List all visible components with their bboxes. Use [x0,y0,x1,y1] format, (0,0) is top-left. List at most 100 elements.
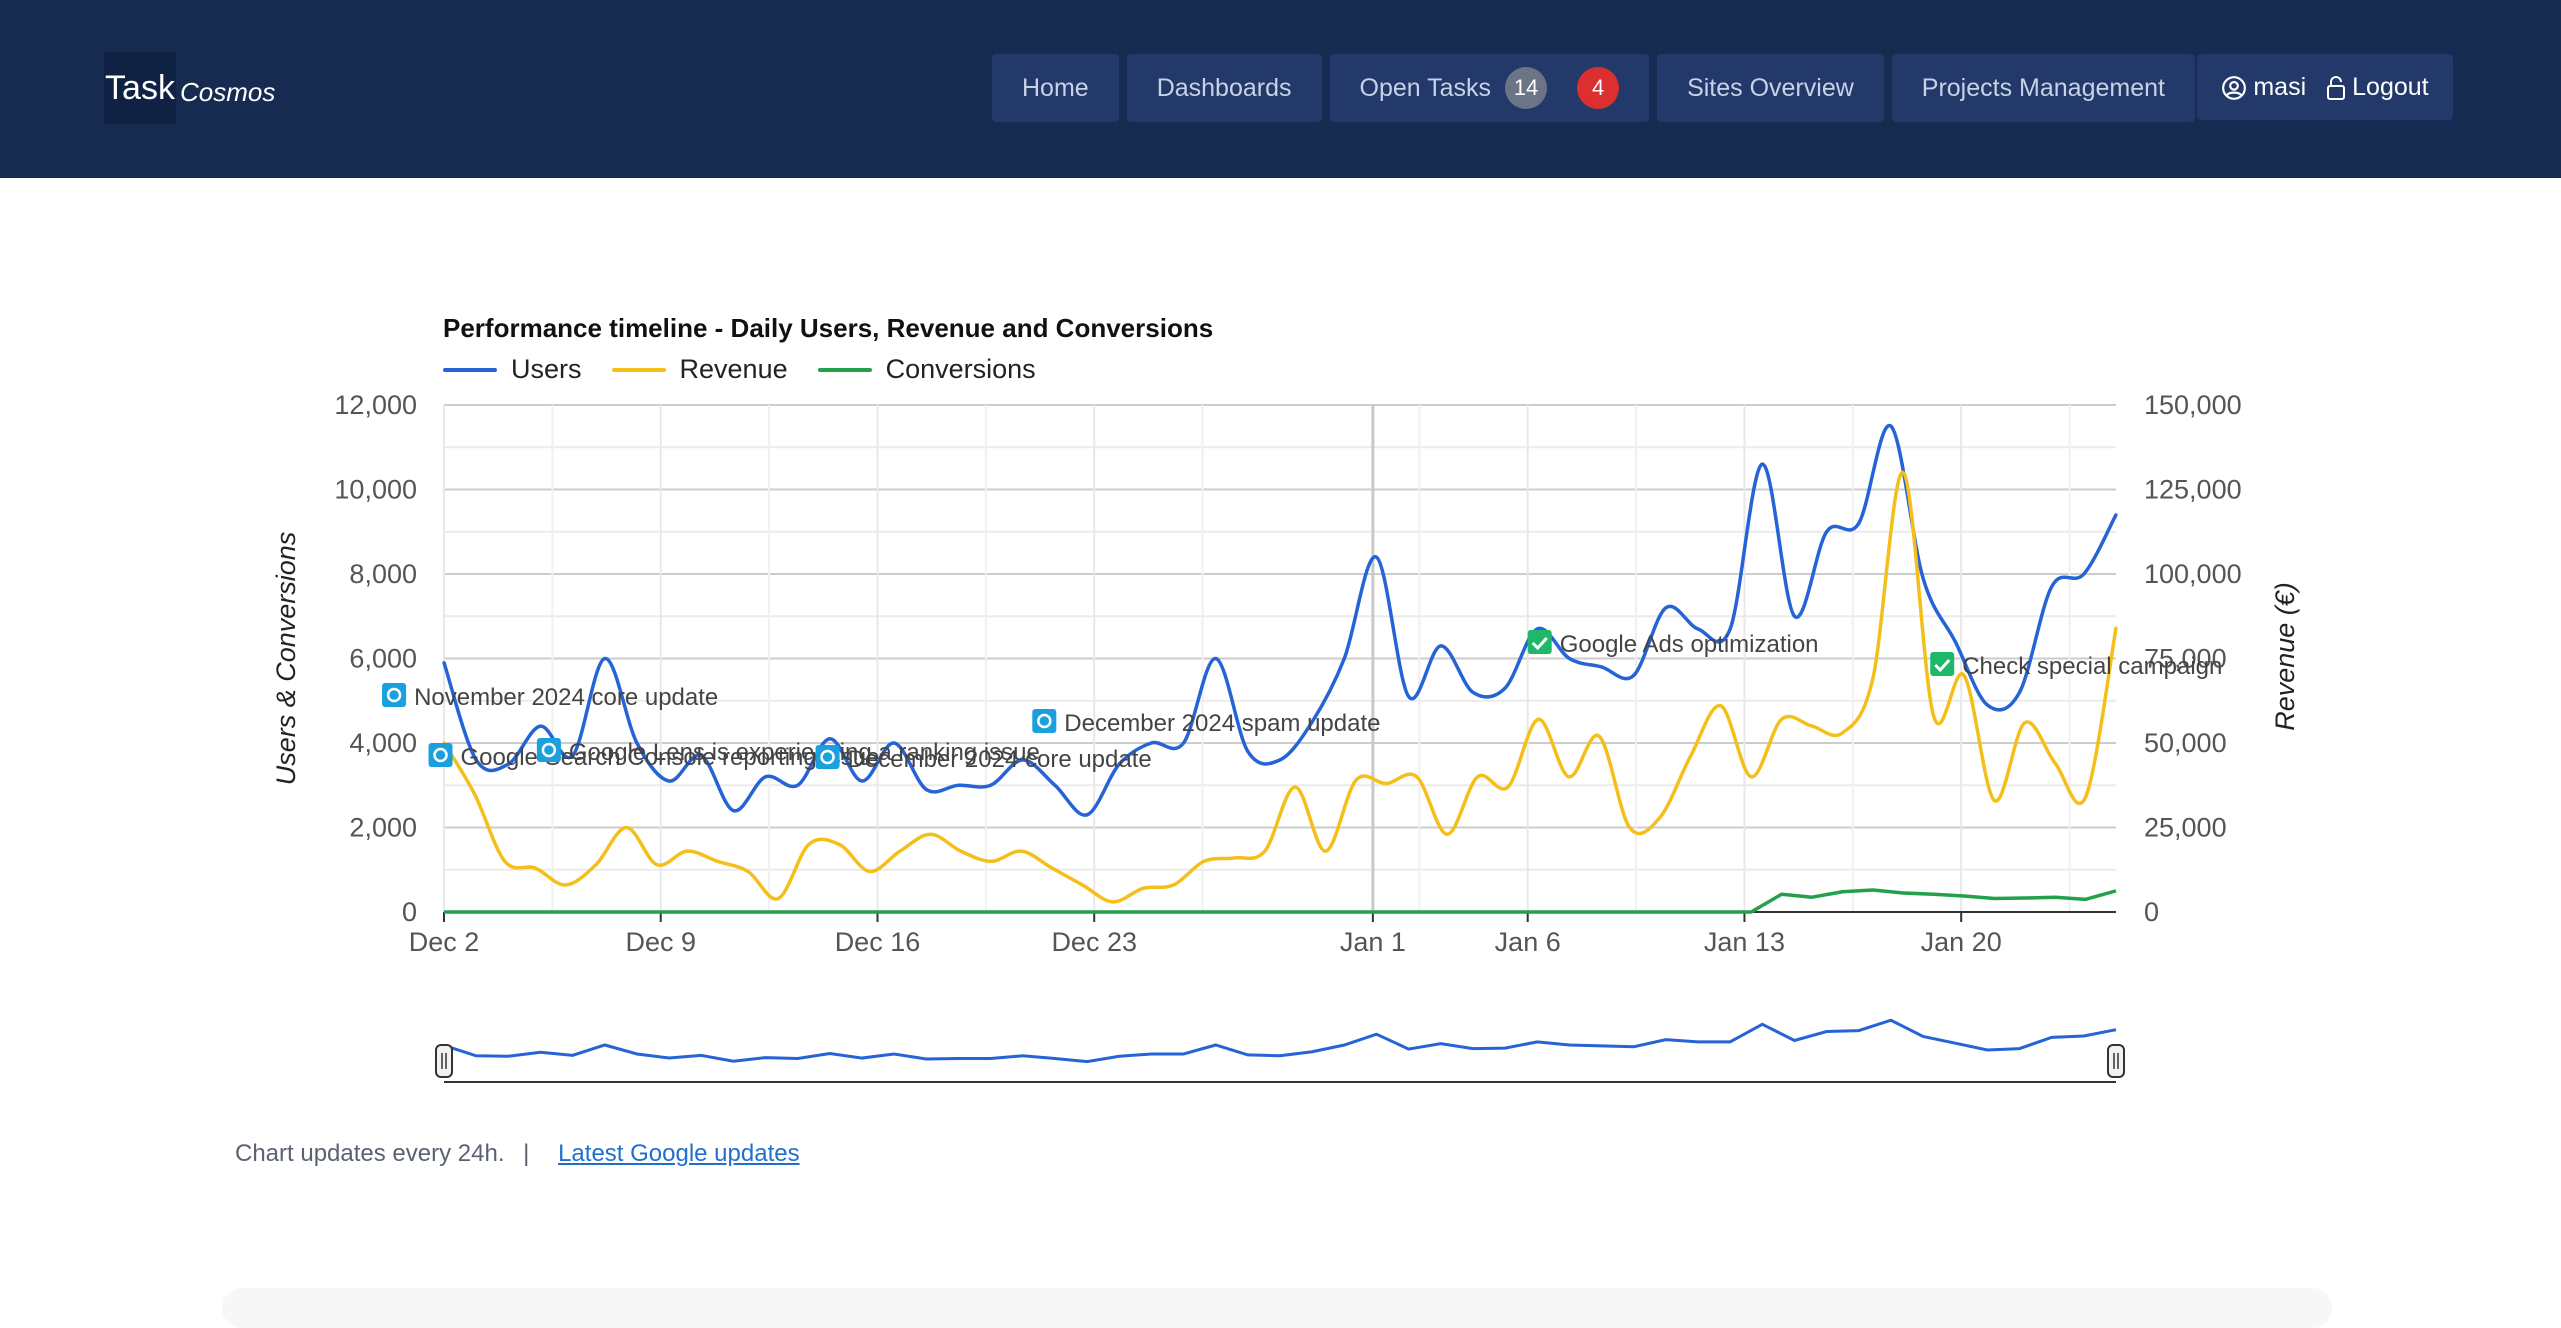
data-point-users[interactable] [1085,813,1089,817]
data-point-revenue[interactable] [1719,704,1723,708]
data-point-users[interactable] [1535,627,1539,631]
data-point-users[interactable] [474,758,478,762]
nav-projects-management[interactable]: Projects Management [1891,54,2195,122]
data-point-users[interactable] [1728,627,1732,631]
task-check-icon[interactable] [1527,630,1552,654]
navigator-handle-right[interactable] [2107,1044,2125,1078]
data-point-revenue[interactable] [1476,775,1480,779]
data-point-users[interactable] [2050,585,2054,589]
data-point-users[interactable] [763,775,768,779]
google-update-icon[interactable] [536,738,561,762]
data-point-users[interactable] [1599,665,1604,669]
data-point-revenue[interactable] [1263,849,1267,853]
data-point-users[interactable] [1342,656,1346,661]
data-point-users[interactable] [667,779,671,783]
data-point-users[interactable] [1760,462,1764,466]
data-point-users[interactable] [1632,673,1636,678]
data-point-revenue[interactable] [1445,832,1449,836]
navigator-handle-left[interactable] [435,1044,453,1078]
data-point-revenue[interactable] [898,849,902,853]
data-point-revenue[interactable] [624,825,629,830]
logout-link[interactable]: Logout [2352,72,2429,101]
data-point-users[interactable] [1921,576,1925,580]
data-point-revenue[interactable] [716,859,720,863]
data-point-users[interactable] [1149,741,1153,745]
data-point-revenue[interactable] [1080,883,1084,887]
data-point-users[interactable] [571,754,575,758]
data-point-revenue[interactable] [928,832,933,836]
logo[interactable]: Task Cosmos [104,52,275,124]
data-point-revenue[interactable] [1324,849,1328,853]
data-point-revenue[interactable] [1840,731,1844,735]
data-point-revenue[interactable] [1172,883,1176,887]
data-point-users[interactable] [1310,720,1314,724]
data-point-users[interactable] [1985,703,1989,707]
data-point-users[interactable] [2017,690,2022,694]
data-point-revenue[interactable] [503,859,507,863]
data-point-users[interactable] [1953,640,1957,644]
nav-sites-overview[interactable]: Sites Overview [1657,54,1884,122]
data-point-revenue[interactable] [472,792,476,796]
data-point-users[interactable] [1407,694,1411,699]
data-point-revenue[interactable] [533,866,537,870]
data-point-users[interactable] [731,809,735,813]
data-point-revenue[interactable] [1293,785,1297,789]
data-point-revenue[interactable] [655,863,659,867]
data-point-users[interactable] [635,741,639,745]
data-point-revenue[interactable] [2114,626,2118,630]
data-point-users[interactable] [1567,656,1571,661]
data-point-users[interactable] [1053,783,1057,787]
data-point-revenue[interactable] [1111,900,1115,904]
data-point-revenue[interactable] [1901,471,1905,475]
data-point-users[interactable] [1792,614,1797,618]
data-point-users[interactable] [442,661,446,665]
data-point-users[interactable] [1246,749,1250,754]
data-point-revenue[interactable] [837,842,841,847]
latest-google-updates-link[interactable]: Latest Google updates [558,1140,800,1167]
data-point-users[interactable] [603,656,607,661]
data-point-revenue[interactable] [868,869,872,874]
data-point-revenue[interactable] [685,849,689,853]
data-point-users[interactable] [1857,521,1861,525]
data-point-users[interactable] [1696,627,1700,631]
data-point-revenue[interactable] [1020,849,1024,853]
data-point-revenue[interactable] [1871,677,1875,681]
data-point-revenue[interactable] [1567,775,1571,779]
nav-open-tasks[interactable]: Open Tasks 14 4 [1329,54,1650,122]
legend-item-revenue[interactable]: Revenue [611,354,788,385]
data-point-users[interactable] [860,779,864,783]
data-point-users[interactable] [1278,758,1282,762]
data-point-users[interactable] [989,783,993,787]
username[interactable]: masi [2253,72,2307,101]
data-point-revenue[interactable] [746,869,750,874]
data-point-users[interactable] [796,783,800,787]
data-point-users[interactable] [1374,555,1379,559]
task-check-icon[interactable] [1930,652,1955,676]
data-point-users[interactable] [828,737,832,741]
data-point-revenue[interactable] [1992,798,1996,803]
data-point-users[interactable] [1889,424,1893,428]
data-point-revenue[interactable] [2023,721,2027,725]
data-point-revenue[interactable] [1628,825,1632,830]
data-point-users[interactable] [924,787,928,792]
data-point-users[interactable] [2082,572,2086,576]
data-point-revenue[interactable] [1962,673,1966,678]
google-update-icon[interactable] [428,743,453,767]
data-point-users[interactable] [892,741,896,745]
data-point-revenue[interactable] [959,849,963,853]
google-update-icon[interactable] [382,683,407,707]
data-point-users[interactable] [1021,758,1025,762]
data-point-revenue[interactable] [1932,714,1936,718]
google-update-icon[interactable] [1032,709,1057,733]
data-point-users[interactable] [1825,530,1829,534]
data-point-revenue[interactable] [1810,724,1814,728]
data-point-revenue[interactable] [2053,761,2057,765]
data-point-revenue[interactable] [807,842,811,847]
data-point-revenue[interactable] [1688,754,1692,759]
data-point-revenue[interactable] [1141,886,1145,890]
nav-home[interactable]: Home [992,54,1119,122]
legend-item-users[interactable]: Users [443,354,582,385]
data-point-users[interactable] [1117,762,1121,766]
data-point-revenue[interactable] [1506,785,1510,789]
google-update-icon[interactable] [815,745,840,769]
